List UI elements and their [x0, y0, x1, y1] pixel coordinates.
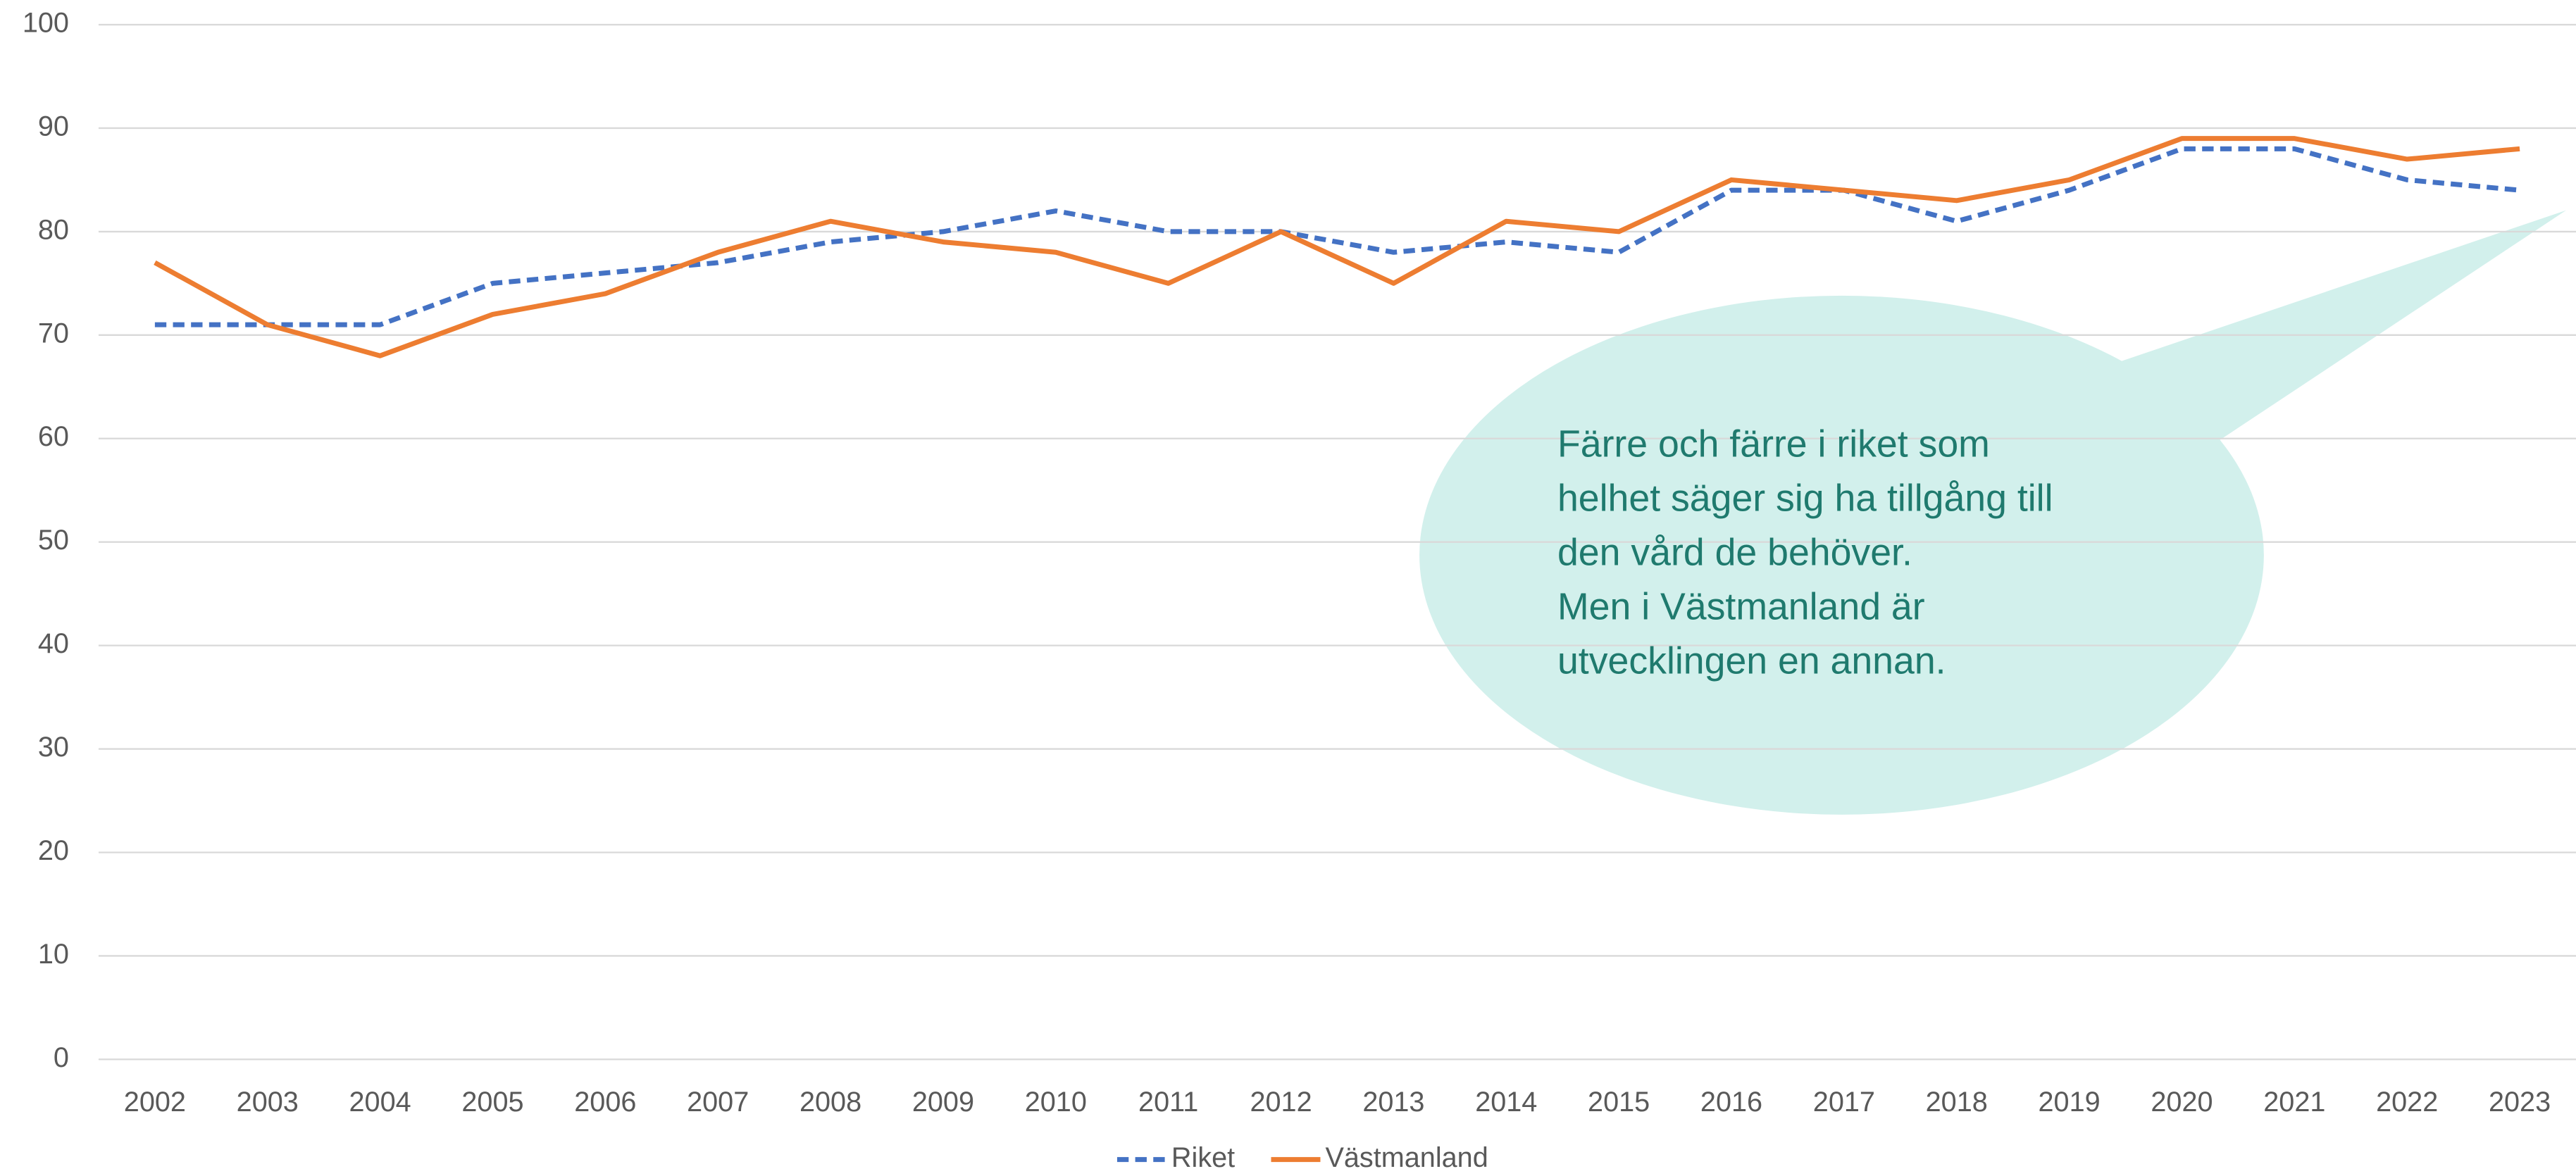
y-tick-label: 60: [38, 421, 69, 452]
x-tick-label: 2006: [574, 1087, 636, 1118]
x-tick-label: 2023: [2489, 1087, 2551, 1118]
x-tick-label: 2015: [1588, 1087, 1650, 1118]
y-tick-label: 10: [38, 939, 69, 970]
x-tick-label: 2017: [1813, 1087, 1875, 1118]
y-tick-label: 80: [38, 214, 69, 245]
x-tick-label: 2022: [2376, 1087, 2438, 1118]
x-tick-label: 2003: [237, 1087, 299, 1118]
x-tick-label: 2008: [799, 1087, 861, 1118]
series-line: [154, 136, 2520, 358]
x-tick-label: 2013: [1362, 1087, 1424, 1118]
y-tick-label: 100: [23, 7, 69, 38]
annotation-text: Färre och färre i riket som: [1557, 423, 1990, 465]
legend-label: Västmanland: [1325, 1142, 1488, 1173]
annotation-text: utvecklingen en annan.: [1557, 639, 1946, 682]
x-tick-label: 2014: [1475, 1087, 1537, 1118]
x-tick-label: 2021: [2263, 1087, 2325, 1118]
y-tick-label: 50: [38, 525, 69, 556]
x-tick-label: 2007: [687, 1087, 749, 1118]
x-tick-label: 2012: [1250, 1087, 1312, 1118]
series-line: [154, 146, 2520, 327]
y-tick-label: 20: [38, 835, 69, 866]
y-tick-label: 0: [54, 1042, 69, 1073]
x-tick-label: 2010: [1025, 1087, 1087, 1118]
annotation-text: den vård de behöver.: [1557, 532, 1912, 574]
x-tick-label: 2011: [1138, 1087, 1198, 1118]
x-tick-label: 2002: [124, 1087, 186, 1118]
y-tick-label: 40: [38, 628, 69, 659]
y-tick-label: 90: [38, 111, 69, 142]
annotation-text: helhet säger sig ha tillgång till: [1557, 477, 2053, 520]
x-tick-label: 2016: [1700, 1087, 1762, 1118]
x-tick-label: 2009: [912, 1087, 974, 1118]
x-tick-label: 2005: [461, 1087, 523, 1118]
callout: [1419, 210, 2567, 815]
x-tick-label: 2018: [1926, 1087, 1988, 1118]
y-tick-label: 30: [38, 732, 69, 763]
x-tick-label: 2004: [349, 1087, 411, 1118]
x-tick-label: 2020: [2151, 1087, 2213, 1118]
legend-label: Riket: [1171, 1142, 1235, 1173]
annotation-text: Men i Västmanland är: [1557, 585, 1925, 627]
x-tick-label: 2019: [2039, 1087, 2101, 1118]
y-tick-label: 70: [38, 318, 69, 349]
